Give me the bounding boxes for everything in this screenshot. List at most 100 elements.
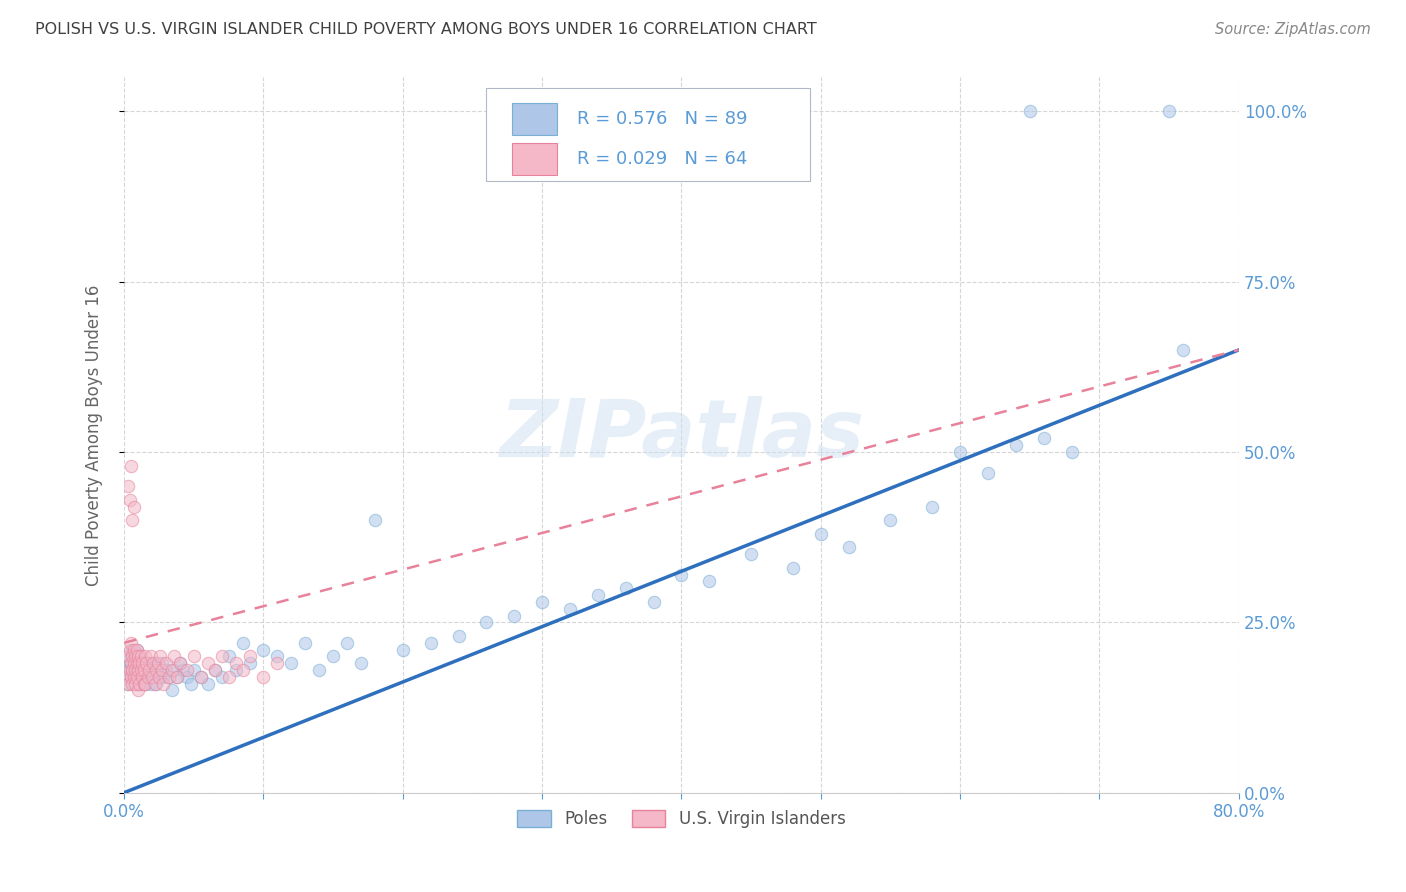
Point bbox=[134, 676, 156, 690]
Point bbox=[128, 676, 150, 690]
Point bbox=[149, 649, 172, 664]
Point bbox=[121, 649, 143, 664]
Point bbox=[145, 676, 167, 690]
Point bbox=[218, 649, 240, 664]
Point bbox=[125, 657, 148, 671]
Point bbox=[132, 670, 155, 684]
Point bbox=[183, 663, 205, 677]
Point bbox=[131, 657, 153, 671]
Point bbox=[740, 547, 762, 561]
Point bbox=[225, 657, 247, 671]
Point bbox=[197, 676, 219, 690]
FancyBboxPatch shape bbox=[486, 88, 810, 181]
Point bbox=[142, 670, 165, 684]
Point bbox=[160, 663, 183, 677]
Point bbox=[142, 657, 165, 671]
Point bbox=[124, 657, 146, 671]
Point bbox=[163, 663, 186, 677]
Point bbox=[294, 636, 316, 650]
Point bbox=[124, 663, 146, 677]
Point bbox=[152, 670, 174, 684]
Point bbox=[697, 574, 720, 589]
Point bbox=[586, 588, 609, 602]
Point bbox=[364, 513, 387, 527]
Point bbox=[118, 663, 141, 677]
Point bbox=[419, 636, 441, 650]
Point bbox=[1060, 445, 1083, 459]
Point bbox=[129, 663, 152, 677]
FancyBboxPatch shape bbox=[512, 143, 557, 175]
Point bbox=[1005, 438, 1028, 452]
Point bbox=[145, 663, 167, 677]
Point bbox=[879, 513, 901, 527]
Point bbox=[125, 670, 148, 684]
Point bbox=[308, 663, 330, 677]
Point bbox=[1032, 432, 1054, 446]
Point bbox=[810, 526, 832, 541]
Point bbox=[131, 670, 153, 684]
Point bbox=[155, 657, 177, 671]
Point bbox=[120, 458, 142, 473]
Point bbox=[211, 649, 233, 664]
Point bbox=[150, 657, 173, 671]
Point bbox=[143, 676, 166, 690]
Point bbox=[143, 657, 166, 671]
Point bbox=[172, 663, 194, 677]
Point bbox=[122, 670, 145, 684]
Point bbox=[447, 629, 470, 643]
Point bbox=[336, 636, 359, 650]
Point bbox=[132, 663, 155, 677]
Point bbox=[129, 657, 152, 671]
Point bbox=[146, 657, 169, 671]
Point bbox=[148, 670, 170, 684]
Y-axis label: Child Poverty Among Boys Under 16: Child Poverty Among Boys Under 16 bbox=[86, 285, 103, 586]
Point bbox=[121, 513, 143, 527]
Point bbox=[120, 636, 142, 650]
Point bbox=[266, 657, 288, 671]
Point bbox=[503, 608, 526, 623]
Point bbox=[238, 649, 260, 664]
Point bbox=[190, 670, 212, 684]
Point bbox=[132, 676, 155, 690]
Point bbox=[122, 649, 145, 664]
Point bbox=[131, 676, 153, 690]
Point bbox=[136, 670, 159, 684]
Point bbox=[134, 676, 156, 690]
Point bbox=[138, 657, 160, 671]
Point bbox=[148, 663, 170, 677]
Point bbox=[190, 670, 212, 684]
Point bbox=[128, 657, 150, 671]
Point bbox=[134, 657, 156, 671]
Point bbox=[204, 663, 226, 677]
Point bbox=[391, 642, 413, 657]
Point bbox=[166, 670, 188, 684]
Point bbox=[139, 649, 162, 664]
Point bbox=[139, 676, 162, 690]
Point bbox=[671, 567, 693, 582]
Point bbox=[117, 676, 139, 690]
Point bbox=[125, 642, 148, 657]
Point bbox=[117, 479, 139, 493]
Point bbox=[127, 649, 149, 664]
Point bbox=[157, 670, 180, 684]
Point bbox=[127, 657, 149, 671]
Point bbox=[121, 663, 143, 677]
Point bbox=[115, 670, 138, 684]
Point bbox=[1171, 343, 1194, 357]
Point bbox=[1018, 104, 1040, 119]
Point bbox=[176, 670, 198, 684]
Point bbox=[163, 649, 186, 664]
Point bbox=[266, 649, 288, 664]
Point bbox=[121, 676, 143, 690]
Legend: Poles, U.S. Virgin Islanders: Poles, U.S. Virgin Islanders bbox=[510, 803, 852, 834]
Point bbox=[157, 670, 180, 684]
Point bbox=[128, 649, 150, 664]
Point bbox=[197, 657, 219, 671]
Point bbox=[160, 683, 183, 698]
Point bbox=[350, 657, 373, 671]
Point bbox=[135, 657, 157, 671]
Point bbox=[118, 642, 141, 657]
Point bbox=[120, 670, 142, 684]
Point bbox=[1159, 104, 1181, 119]
Point bbox=[131, 663, 153, 677]
